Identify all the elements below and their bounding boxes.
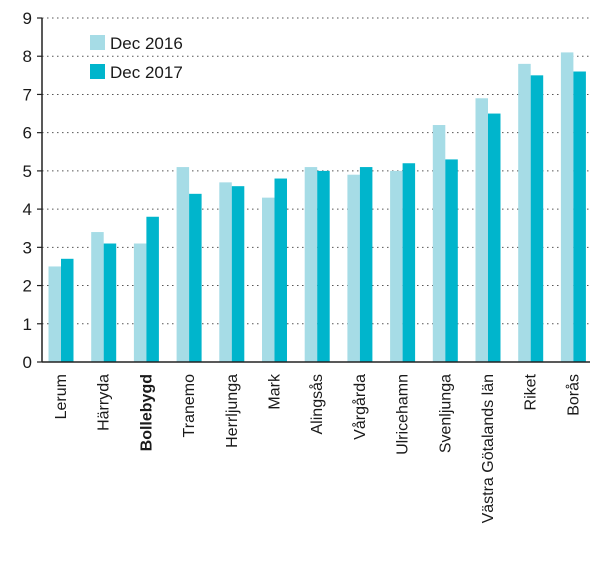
y-tick-label: 7 (23, 85, 32, 104)
bar (560, 52, 574, 363)
x-category-label: Lerum (53, 374, 70, 419)
x-category-label: Alingsås (308, 374, 326, 434)
x-category-label: Tranemo (181, 374, 198, 438)
x-category-label-group: Ulricehamn (395, 374, 412, 455)
x-category-label: Borås (564, 374, 582, 416)
bar (432, 125, 446, 363)
y-tick-label: 0 (23, 353, 32, 372)
x-category-label: Västra Götalands län (480, 374, 497, 523)
x-category-label-group: Härryda (96, 374, 113, 431)
bar (530, 75, 544, 362)
bars (48, 52, 586, 363)
bar (488, 113, 501, 362)
bar (445, 159, 458, 362)
legend-label-dec-2017: Dec 2017 (110, 63, 183, 82)
y-tick-label: 9 (23, 9, 32, 28)
x-category-label-group: Borås (564, 374, 582, 416)
x-category-label-group: Vårgårda (351, 374, 369, 440)
x-category-label-group: Västra Götalands län (480, 374, 497, 523)
gridlines (42, 17, 590, 325)
bar (103, 243, 117, 362)
bar (390, 170, 403, 362)
bar (475, 98, 488, 363)
bar (573, 71, 586, 362)
y-tick-label: 1 (23, 315, 32, 334)
x-category-label: Ulricehamn (395, 374, 412, 455)
bar (91, 232, 104, 362)
bar (231, 186, 245, 362)
bar (189, 193, 202, 362)
bar (274, 178, 287, 362)
x-category-label-group: Svenljunga (437, 374, 454, 453)
bar (176, 167, 190, 362)
legend-swatch-dec-2016 (90, 35, 105, 50)
y-tick-label: 5 (23, 162, 32, 181)
y-tick-label: 4 (23, 200, 32, 219)
bar (219, 182, 232, 362)
x-category-label: Härryda (96, 374, 113, 431)
bar (359, 167, 373, 362)
x-category-label-group: Lerum (53, 374, 70, 419)
bar (402, 163, 416, 362)
x-category-label-group: Tranemo (181, 374, 198, 438)
x-category-label: Vårgårda (351, 374, 369, 440)
bar (48, 266, 61, 362)
y-tick-label: 8 (23, 47, 32, 66)
x-category-label-group: Bollebygd (138, 374, 155, 451)
x-category-labels: Lerum Härryda Bollebygd Tranemo Herrljunga Ma… (53, 373, 582, 523)
bar (304, 167, 318, 362)
x-category-label-group: Mark (267, 373, 284, 410)
x-category-label: Bollebygd (138, 374, 155, 451)
y-tick-label: 6 (23, 124, 32, 143)
x-category-label: Herrljunga (224, 374, 241, 448)
bar (262, 197, 275, 362)
legend-label-dec-2016: Dec 2016 (110, 34, 183, 53)
legend-swatch-dec-2017 (90, 64, 105, 79)
bar (61, 258, 74, 362)
x-category-label: Riket (523, 373, 540, 410)
y-tick-label: 3 (23, 238, 32, 257)
y-tick-label: 2 (23, 277, 32, 296)
x-category-label: Mark (267, 373, 284, 410)
x-category-label-group: Alingsås (308, 374, 326, 434)
x-category-label: Svenljunga (437, 374, 454, 453)
y-tick-labels: 0 1 2 3 4 5 6 7 8 9 (23, 9, 42, 372)
bar (518, 63, 531, 362)
bar (133, 243, 147, 362)
bar (146, 216, 159, 362)
x-category-label-group: Herrljunga (224, 374, 241, 448)
bar (317, 170, 330, 362)
x-category-label-group: Riket (523, 373, 540, 410)
legend: Dec 2016 Dec 2017 (90, 34, 183, 82)
bar (347, 174, 360, 362)
